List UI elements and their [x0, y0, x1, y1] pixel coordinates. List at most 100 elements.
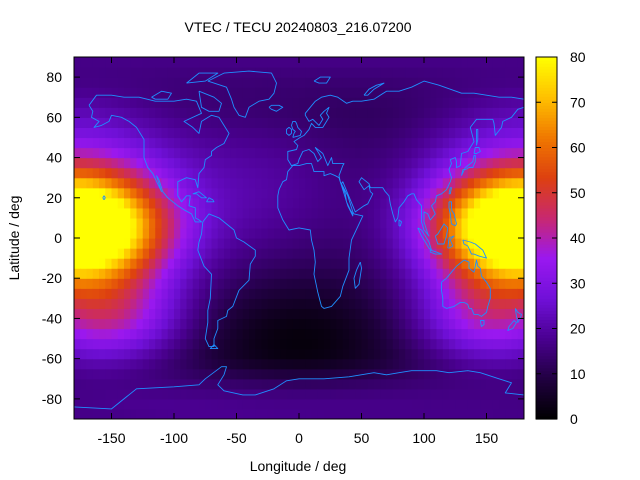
heatmap-cell	[124, 157, 131, 169]
heatmap-cell	[330, 238, 338, 249]
heatmap-cell	[505, 107, 513, 118]
heatmap-cell	[424, 137, 431, 149]
heatmap-cell	[405, 137, 413, 149]
heatmap-cell	[205, 328, 213, 340]
heatmap-cell	[205, 288, 213, 299]
heatmap-cell	[330, 87, 338, 98]
coastline-path	[448, 187, 452, 195]
heatmap-cell	[142, 408, 150, 419]
heatmap-cell	[142, 77, 150, 88]
heatmap-cell	[74, 87, 81, 98]
heatmap-cell	[455, 398, 463, 410]
heatmap-cell	[442, 167, 450, 179]
heatmap-cell	[274, 137, 281, 149]
heatmap-cell	[267, 217, 275, 229]
heatmap-cell	[436, 127, 444, 139]
heatmap-cell	[99, 238, 106, 249]
heatmap-cell	[105, 87, 113, 98]
heatmap-cell	[430, 358, 438, 370]
heatmap-cell	[361, 378, 369, 390]
heatmap-cell	[411, 217, 419, 229]
heatmap-cell	[105, 227, 113, 239]
heatmap-cell	[492, 57, 500, 68]
heatmap-cell	[380, 318, 388, 330]
heatmap-cell	[449, 358, 456, 370]
heatmap-cell	[205, 248, 213, 259]
heatmap-cell	[180, 358, 188, 370]
heatmap-cell	[405, 197, 413, 209]
heatmap-cell	[292, 348, 300, 360]
heatmap-cell	[130, 368, 138, 380]
heatmap-cell	[449, 338, 456, 350]
heatmap-cell	[292, 227, 300, 239]
heatmap-cell	[205, 87, 213, 98]
heatmap-cell	[242, 268, 250, 279]
heatmap-cell	[480, 157, 488, 169]
heatmap-cell	[142, 227, 150, 239]
heatmap-cell	[342, 288, 350, 299]
heatmap-cell	[255, 197, 263, 209]
heatmap-cell	[324, 358, 331, 370]
heatmap-cell	[180, 258, 188, 269]
heatmap-cell	[230, 258, 238, 269]
heatmap-cell	[392, 258, 400, 269]
heatmap-cell	[80, 298, 88, 309]
heatmap-cell	[499, 318, 506, 330]
heatmap-cell	[124, 308, 131, 320]
colorbar-segment	[536, 141, 557, 146]
heatmap-cell	[330, 57, 338, 68]
heatmap-cell	[492, 107, 500, 118]
heatmap-cell	[474, 107, 481, 118]
colorbar-segment	[536, 165, 557, 170]
heatmap-cell	[355, 358, 363, 370]
heatmap-cell	[511, 338, 519, 350]
heatmap-cell	[436, 117, 444, 128]
heatmap-cell	[336, 298, 344, 309]
heatmap-cell	[399, 137, 406, 149]
heatmap-cell	[74, 107, 81, 118]
heatmap-cell	[186, 217, 194, 229]
heatmap-cell	[142, 308, 150, 320]
heatmap-cell	[336, 318, 344, 330]
heatmap-cell	[449, 408, 456, 419]
heatmap-cell	[136, 328, 144, 340]
heatmap-cell	[411, 278, 419, 289]
heatmap-cell	[374, 388, 381, 400]
heatmap-cell	[311, 398, 319, 410]
heatmap-cell	[80, 348, 88, 360]
heatmap-cell	[105, 398, 113, 410]
heatmap-cell	[80, 318, 88, 330]
colorbar-segment	[536, 135, 557, 140]
heatmap-cell	[517, 67, 524, 78]
heatmap-cell	[130, 388, 138, 400]
heatmap-cell	[217, 298, 225, 309]
heatmap-cell	[317, 107, 325, 118]
heatmap-cell	[499, 398, 506, 410]
heatmap-cell	[461, 268, 469, 279]
heatmap-cell	[461, 298, 469, 309]
heatmap-cell	[261, 77, 269, 88]
heatmap-cell	[392, 408, 400, 419]
heatmap-cell	[405, 308, 413, 320]
heatmap-cell	[517, 57, 524, 68]
heatmap-cell	[230, 87, 238, 98]
heatmap-cell	[274, 398, 281, 410]
heatmap-cell	[155, 157, 163, 169]
heatmap-cell	[211, 167, 219, 179]
heatmap-cell	[267, 338, 275, 350]
heatmap-cell	[480, 77, 488, 88]
heatmap-cell	[161, 368, 169, 380]
heatmap-cell	[280, 117, 288, 128]
heatmap-cell	[255, 97, 263, 108]
heatmap-cell	[505, 328, 513, 340]
heatmap-cell	[499, 248, 506, 259]
heatmap-cell	[442, 268, 450, 279]
heatmap-cell	[205, 378, 213, 390]
heatmap-cell	[249, 57, 256, 68]
heatmap-cell	[280, 137, 288, 149]
heatmap-cell	[74, 217, 81, 229]
heatmap-cell	[136, 348, 144, 360]
heatmap-cell	[461, 107, 469, 118]
heatmap-cell	[255, 398, 263, 410]
heatmap-cell	[292, 87, 300, 98]
